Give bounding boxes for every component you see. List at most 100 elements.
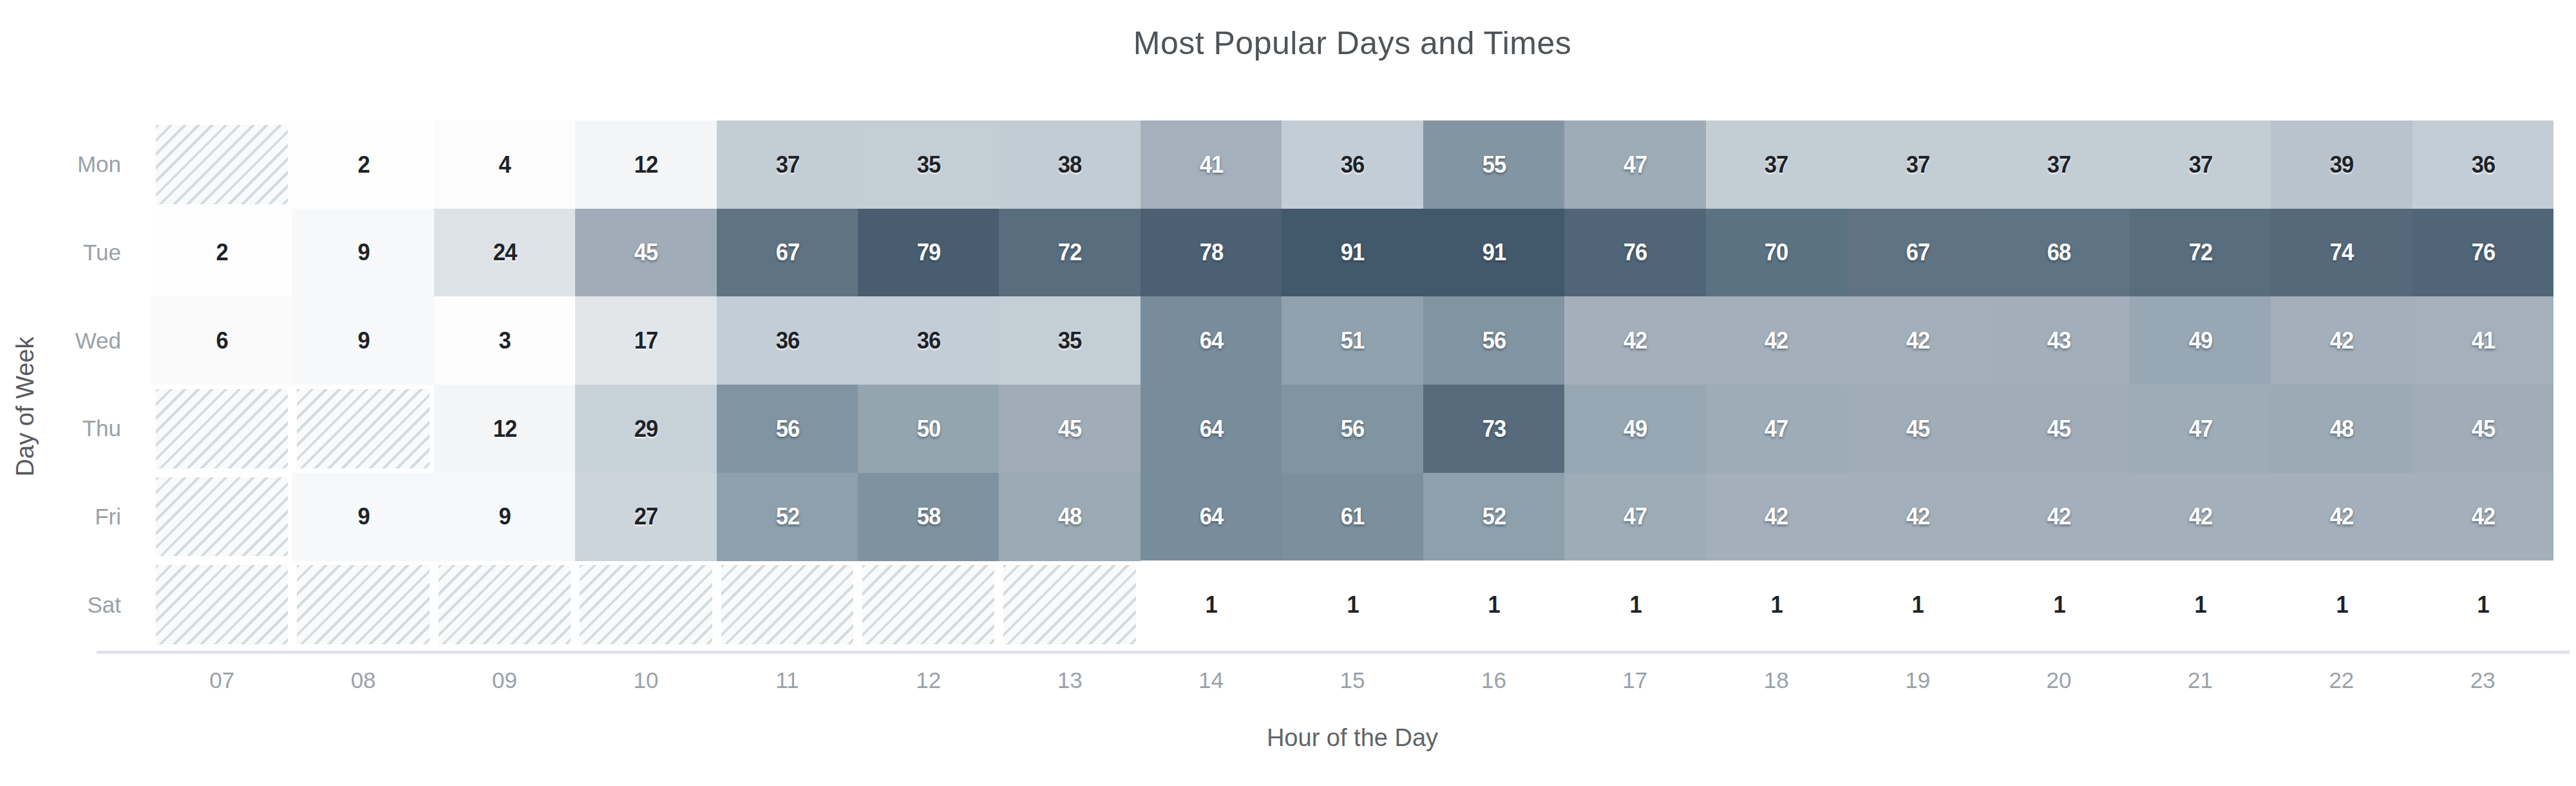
heatmap-cell[interactable]: 42: [2271, 296, 2412, 385]
heatmap-cell[interactable]: 73: [1423, 385, 1565, 473]
heatmap-cell[interactable]: 42: [1847, 473, 1989, 561]
heatmap-cell[interactable]: 55: [1423, 120, 1565, 209]
heatmap-cell[interactable]: 74: [2271, 209, 2412, 297]
heatmap-cell[interactable]: 36: [858, 296, 999, 385]
heatmap-cell[interactable]: 42: [2130, 473, 2271, 561]
heatmap-cell[interactable]: 56: [1423, 296, 1565, 385]
heatmap-cell[interactable]: 49: [1564, 385, 1706, 473]
heatmap-cell[interactable]: 51: [1282, 296, 1423, 385]
heatmap-cell[interactable]: 49: [2130, 296, 2271, 385]
heatmap-cell[interactable]: 9: [292, 209, 434, 297]
heatmap-cell[interactable]: 76: [1564, 209, 1706, 297]
heatmap-cell[interactable]: 43: [1988, 296, 2130, 385]
heatmap-cell[interactable]: 68: [1988, 209, 2130, 297]
heatmap-cell-value: 76: [1624, 239, 1647, 266]
heatmap-cell[interactable]: 47: [1564, 473, 1706, 561]
heatmap-cell-value: 91: [1341, 239, 1365, 266]
heatmap-cell[interactable]: 42: [1706, 296, 1848, 385]
heatmap-cell[interactable]: 2: [151, 209, 293, 297]
heatmap-cell-empty: [297, 389, 429, 468]
heatmap-cell[interactable]: 45: [575, 209, 717, 297]
heatmap-cell[interactable]: 48: [2271, 385, 2412, 473]
heatmap-cell[interactable]: 52: [717, 473, 858, 561]
heatmap-cell[interactable]: 24: [434, 209, 576, 297]
heatmap-cell[interactable]: 58: [858, 473, 999, 561]
heatmap-cell[interactable]: 1: [2271, 561, 2412, 649]
heatmap-cell-value: 37: [2047, 151, 2071, 178]
heatmap-cell[interactable]: 9: [434, 473, 576, 561]
heatmap-cell[interactable]: 47: [1564, 120, 1706, 209]
heatmap-cell[interactable]: 1: [1847, 561, 1989, 649]
heatmap-cell[interactable]: 1: [1423, 561, 1565, 649]
heatmap-cell[interactable]: 17: [575, 296, 717, 385]
heatmap-cell[interactable]: 45: [2412, 385, 2554, 473]
heatmap-cell[interactable]: 91: [1423, 209, 1565, 297]
heatmap-grid: 2412373538413655473737373739362924456779…: [151, 120, 2553, 649]
heatmap-cell[interactable]: 3: [434, 296, 576, 385]
heatmap-cell[interactable]: 37: [2130, 120, 2271, 209]
heatmap-cell[interactable]: 39: [2271, 120, 2412, 209]
heatmap-cell[interactable]: 45: [999, 385, 1141, 473]
heatmap-cell[interactable]: 36: [2412, 120, 2554, 209]
heatmap-cell[interactable]: 64: [1141, 385, 1282, 473]
heatmap-cell[interactable]: 52: [1423, 473, 1565, 561]
heatmap-cell[interactable]: 56: [1282, 385, 1423, 473]
x-tick-label-22: 22: [2329, 667, 2354, 693]
heatmap-cell[interactable]: 37: [1988, 120, 2130, 209]
heatmap-cell[interactable]: 64: [1141, 296, 1282, 385]
heatmap-cell[interactable]: 61: [1282, 473, 1423, 561]
heatmap-cell[interactable]: 42: [2412, 473, 2554, 561]
heatmap-cell[interactable]: 12: [575, 120, 717, 209]
heatmap-cell[interactable]: 45: [1847, 385, 1989, 473]
heatmap-cell[interactable]: 70: [1706, 209, 1848, 297]
heatmap-cell[interactable]: 1: [1141, 561, 1282, 649]
heatmap-cell[interactable]: 29: [575, 385, 717, 473]
heatmap-cell[interactable]: 67: [1847, 209, 1989, 297]
heatmap-cell[interactable]: 12: [434, 385, 576, 473]
heatmap-cell[interactable]: 41: [1141, 120, 1282, 209]
heatmap-cell[interactable]: 67: [717, 209, 858, 297]
heatmap-cell[interactable]: 79: [858, 209, 999, 297]
heatmap-cell[interactable]: 42: [1847, 296, 1989, 385]
heatmap-cell[interactable]: 9: [292, 473, 434, 561]
heatmap-cell[interactable]: 37: [1706, 120, 1848, 209]
heatmap-cell[interactable]: 36: [1282, 120, 1423, 209]
heatmap-cell[interactable]: 1: [1564, 561, 1706, 649]
heatmap-cell[interactable]: 27: [575, 473, 717, 561]
heatmap-cell[interactable]: 72: [999, 209, 1141, 297]
heatmap-cell[interactable]: 1: [1988, 561, 2130, 649]
heatmap-cell-value: 47: [1624, 503, 1647, 530]
heatmap-cell[interactable]: 72: [2130, 209, 2271, 297]
heatmap-cell[interactable]: 37: [1847, 120, 1989, 209]
heatmap-cell[interactable]: 4: [434, 120, 576, 209]
heatmap-cell[interactable]: 36: [717, 296, 858, 385]
heatmap-cell[interactable]: 76: [2412, 209, 2554, 297]
heatmap-cell[interactable]: 35: [999, 296, 1141, 385]
heatmap-cell[interactable]: 35: [858, 120, 999, 209]
heatmap-cell[interactable]: 42: [1988, 473, 2130, 561]
heatmap-cell[interactable]: 50: [858, 385, 999, 473]
heatmap-cell[interactable]: 78: [1141, 209, 1282, 297]
heatmap-cell[interactable]: 47: [2130, 385, 2271, 473]
heatmap-cell[interactable]: 42: [1564, 296, 1706, 385]
heatmap-cell[interactable]: 45: [1988, 385, 2130, 473]
heatmap-cell[interactable]: 64: [1141, 473, 1282, 561]
heatmap-cell[interactable]: 6: [151, 296, 293, 385]
heatmap-cell[interactable]: 48: [999, 473, 1141, 561]
heatmap-cell[interactable]: 38: [999, 120, 1141, 209]
heatmap-cell[interactable]: 91: [1282, 209, 1423, 297]
heatmap-cell[interactable]: 1: [1282, 561, 1423, 649]
heatmap-cell[interactable]: 42: [2271, 473, 2412, 561]
y-tick-label-sat: Sat: [0, 592, 121, 618]
heatmap-cell[interactable]: 1: [2412, 561, 2554, 649]
heatmap-cell[interactable]: 41: [2412, 296, 2554, 385]
heatmap-cell[interactable]: 56: [717, 385, 858, 473]
heatmap-cell[interactable]: 2: [292, 120, 434, 209]
heatmap-cell[interactable]: 37: [717, 120, 858, 209]
heatmap-cell[interactable]: 47: [1706, 385, 1848, 473]
heatmap-cell-value: 64: [1200, 416, 1224, 443]
heatmap-cell[interactable]: 42: [1706, 473, 1848, 561]
heatmap-cell[interactable]: 9: [292, 296, 434, 385]
heatmap-cell[interactable]: 1: [1706, 561, 1848, 649]
heatmap-cell[interactable]: 1: [2130, 561, 2271, 649]
